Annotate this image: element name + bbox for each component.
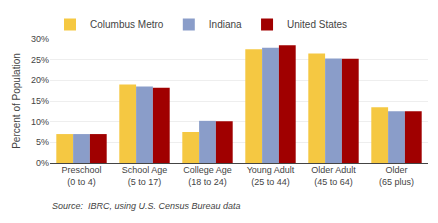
svg-text:Older Adult(45 to 64): Older Adult(45 to 64): [311, 165, 356, 187]
svg-text:Source: IBRC, using U.S. Cens: Source: IBRC, using U.S. Census Bureau d…: [52, 201, 241, 211]
svg-text:5%: 5%: [36, 137, 49, 147]
svg-text:20%: 20%: [31, 75, 49, 85]
svg-text:Percent of Population: Percent of Population: [11, 53, 22, 149]
svg-text:25%: 25%: [31, 55, 49, 65]
svg-text:Preschool(0 to 4): Preschool(0 to 4): [61, 165, 101, 187]
svg-text:Young Adult(25 to 44): Young Adult(25 to 44): [247, 165, 295, 187]
svg-text:15%: 15%: [31, 96, 49, 106]
svg-text:0%: 0%: [36, 158, 49, 168]
svg-text:Older(65 plus): Older(65 plus): [379, 165, 414, 187]
svg-text:Indiana: Indiana: [209, 19, 242, 30]
svg-text:30%: 30%: [31, 34, 49, 44]
svg-text:School Age(5 to 17): School Age(5 to 17): [122, 165, 168, 187]
svg-text:United States: United States: [287, 19, 347, 30]
svg-text:Columbus Metro: Columbus Metro: [90, 19, 164, 30]
svg-text:10%: 10%: [31, 117, 49, 127]
svg-text:College Age(18 to 24): College Age(18 to 24): [183, 165, 232, 187]
